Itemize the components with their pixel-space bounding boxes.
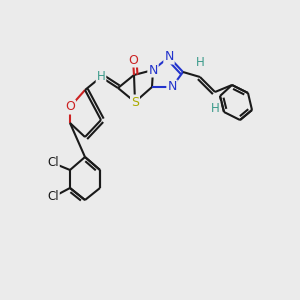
- Text: H: H: [196, 56, 204, 68]
- Text: N: N: [148, 64, 158, 76]
- Text: O: O: [65, 100, 75, 113]
- Text: N: N: [167, 80, 177, 94]
- Text: O: O: [128, 53, 138, 67]
- Text: H: H: [211, 101, 219, 115]
- Text: Cl: Cl: [47, 190, 59, 203]
- Text: H: H: [97, 70, 105, 83]
- Text: S: S: [131, 95, 139, 109]
- Text: N: N: [164, 50, 174, 64]
- Text: Cl: Cl: [47, 157, 59, 169]
